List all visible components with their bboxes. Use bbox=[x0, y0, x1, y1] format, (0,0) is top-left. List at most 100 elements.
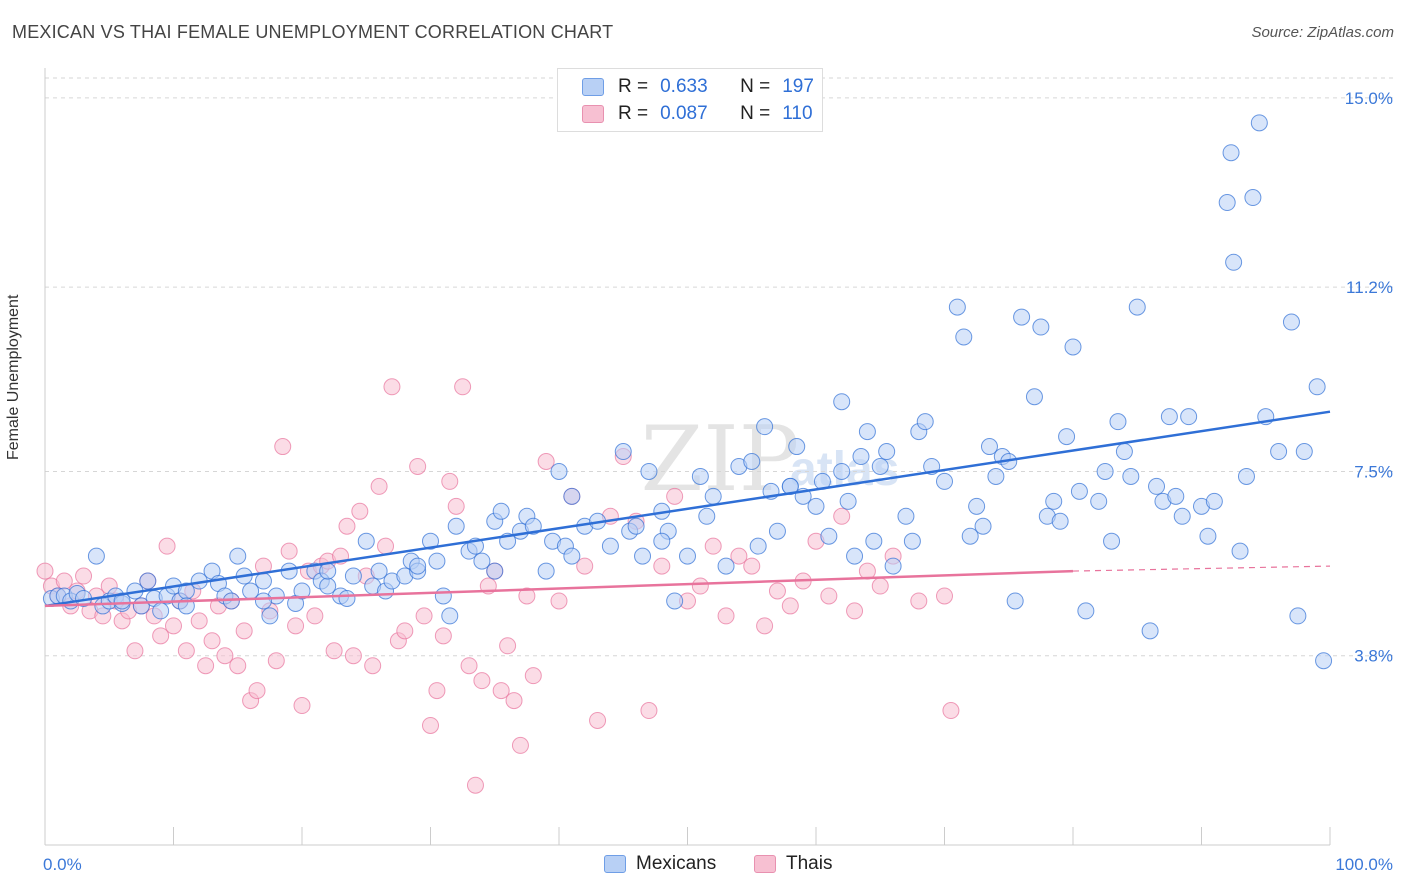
thai-point bbox=[287, 617, 305, 635]
mexican-point bbox=[1115, 443, 1133, 461]
thai-point bbox=[518, 587, 536, 605]
mexican-point bbox=[1070, 482, 1088, 500]
mexican-point bbox=[768, 522, 786, 540]
thai-point bbox=[768, 582, 786, 600]
mexican-point bbox=[486, 562, 504, 580]
thai-point bbox=[846, 602, 864, 620]
mexican-point bbox=[1141, 622, 1159, 640]
mexican-point bbox=[865, 532, 883, 550]
mexican-point bbox=[704, 487, 722, 505]
mexicans-n-value: 197 bbox=[782, 76, 814, 97]
thai-point bbox=[936, 587, 953, 605]
mexican-point bbox=[717, 557, 735, 575]
mexican-point bbox=[833, 393, 851, 411]
thai-point bbox=[415, 607, 433, 625]
mexican-point bbox=[961, 527, 979, 545]
thai-point bbox=[377, 537, 395, 555]
mexican-point bbox=[916, 413, 934, 431]
mexican-point bbox=[1270, 443, 1288, 461]
mexican-point bbox=[968, 497, 986, 515]
legend-r-label: R = bbox=[618, 76, 649, 97]
thai-point bbox=[428, 682, 446, 700]
y-axis-label: Female Unemployment bbox=[5, 294, 22, 460]
mexican-point bbox=[653, 532, 671, 550]
correlation-legend: R = 0.633 N = 197 R = 0.087 N = 110 bbox=[557, 68, 823, 132]
mexican-point bbox=[87, 547, 105, 565]
thai-point bbox=[550, 592, 568, 610]
thai-point bbox=[492, 682, 510, 700]
mexican-point bbox=[846, 547, 864, 565]
mexican-point bbox=[743, 453, 761, 470]
thai-point bbox=[505, 692, 523, 710]
thai-point bbox=[730, 547, 748, 565]
thai-point bbox=[36, 562, 54, 580]
mexican-point bbox=[698, 507, 716, 525]
mexican-point bbox=[1218, 194, 1236, 212]
thai-point bbox=[235, 622, 253, 640]
mexican-point bbox=[1199, 527, 1217, 545]
thai-point bbox=[756, 617, 774, 635]
thai-point bbox=[820, 587, 838, 605]
mexican-point bbox=[344, 567, 362, 585]
y-tick-label: 15.0% bbox=[1345, 89, 1393, 108]
mexican-point bbox=[563, 547, 581, 565]
thai-point bbox=[589, 711, 607, 729]
mexican-point bbox=[858, 423, 876, 441]
mexican-point bbox=[1006, 592, 1024, 610]
thai-point bbox=[691, 577, 709, 595]
mexican-point bbox=[634, 547, 652, 565]
mexican-point bbox=[422, 532, 439, 550]
mexican-point bbox=[492, 502, 510, 520]
mexican-point bbox=[1109, 413, 1127, 431]
thai-point bbox=[499, 637, 517, 655]
mexican-point bbox=[756, 418, 774, 436]
mexican-point bbox=[788, 438, 806, 456]
mexican-point bbox=[152, 602, 170, 620]
thai-point bbox=[781, 597, 799, 615]
mexican-point bbox=[1077, 602, 1095, 620]
legend-row-mexicans: R = 0.633 N = 197 bbox=[582, 74, 814, 100]
mexican-point bbox=[524, 517, 542, 535]
mexican-point bbox=[1237, 467, 1255, 485]
mexican-point bbox=[1222, 144, 1240, 162]
thais-trend-line bbox=[44, 569, 1074, 608]
mexican-point bbox=[1013, 308, 1031, 326]
thai-point bbox=[454, 378, 472, 396]
mexican-point bbox=[666, 592, 684, 610]
thai-point bbox=[422, 716, 439, 734]
legend-r-label: R = bbox=[618, 103, 649, 124]
thai-point bbox=[524, 667, 542, 685]
thai-point bbox=[203, 632, 221, 650]
mexican-point bbox=[903, 532, 921, 550]
mexican-point bbox=[357, 532, 375, 550]
mexicans-legend-swatch bbox=[604, 855, 626, 873]
mexican-point bbox=[948, 298, 966, 316]
mexican-point bbox=[820, 527, 838, 545]
y-tick-label: 3.8% bbox=[1354, 647, 1393, 666]
mexican-point bbox=[113, 592, 131, 610]
mexican-point bbox=[550, 462, 568, 480]
thai-point bbox=[351, 502, 369, 520]
x-tick-label: 0.0% bbox=[43, 855, 82, 874]
mexican-point bbox=[319, 562, 337, 580]
thais-swatch bbox=[582, 105, 604, 123]
mexican-point bbox=[1308, 378, 1326, 396]
chart-title: MEXICAN VS THAI FEMALE UNEMPLOYMENT CORR… bbox=[12, 22, 614, 42]
thai-point bbox=[396, 622, 414, 640]
mexican-point bbox=[1122, 467, 1140, 485]
mexican-point bbox=[1231, 542, 1249, 560]
thai-point bbox=[248, 682, 266, 700]
mexican-point bbox=[749, 537, 767, 555]
mexican-point bbox=[691, 467, 709, 485]
thai-point bbox=[152, 627, 170, 645]
mexican-point bbox=[441, 607, 459, 625]
thai-point bbox=[306, 607, 324, 625]
mexican-point bbox=[370, 562, 388, 580]
source-label: Source: ZipAtlas.com bbox=[1251, 24, 1394, 41]
thai-point bbox=[640, 702, 658, 720]
mexican-point bbox=[884, 557, 902, 575]
thai-point bbox=[447, 497, 465, 515]
thais-n-value: 110 bbox=[782, 103, 813, 124]
x-tick-label: 100.0% bbox=[1335, 855, 1393, 874]
